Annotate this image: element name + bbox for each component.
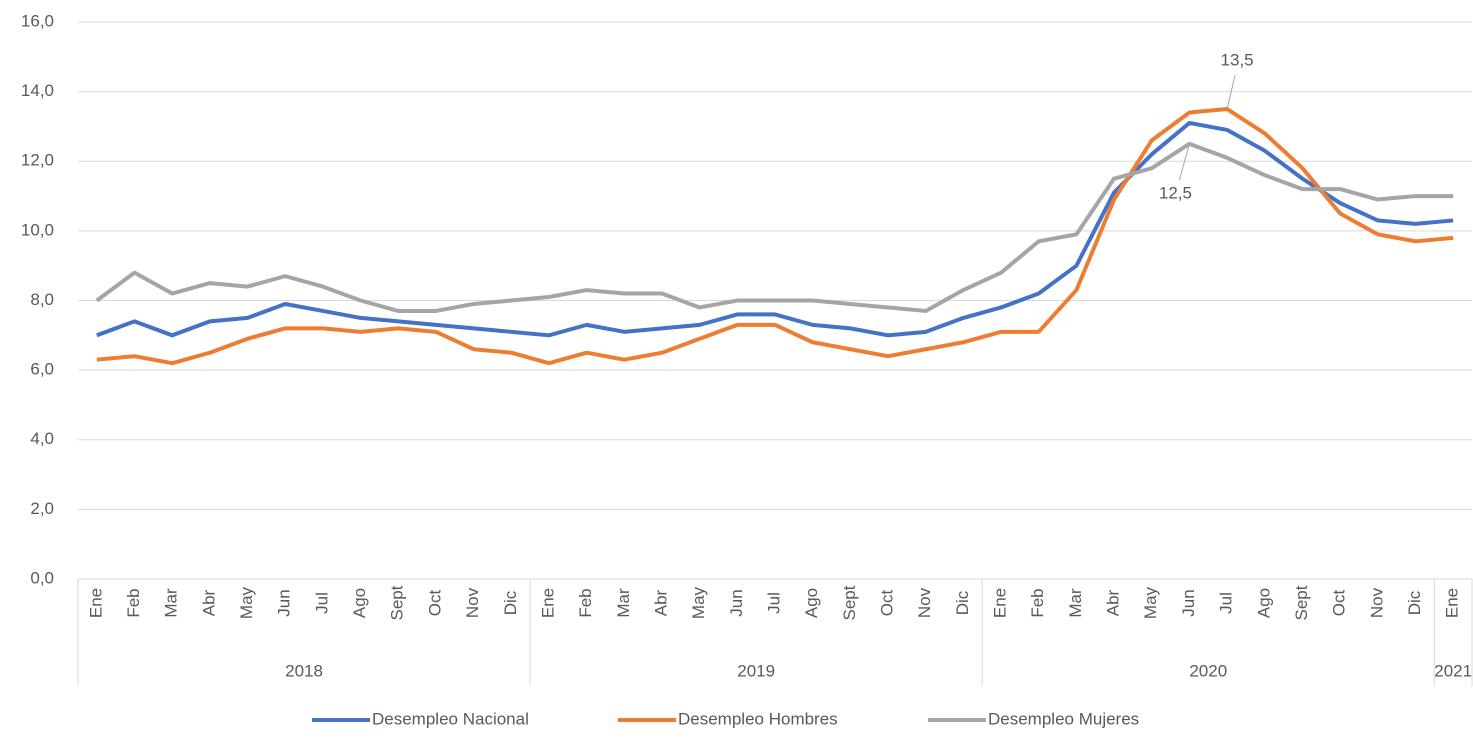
x-tick-label: May bbox=[237, 586, 256, 619]
x-tick-label: Ago bbox=[1254, 588, 1273, 618]
series-line bbox=[97, 123, 1453, 335]
x-group-label: 2018 bbox=[285, 661, 323, 680]
x-tick-label: Nov bbox=[1367, 587, 1386, 618]
x-tick-label: Sept bbox=[1292, 585, 1311, 620]
x-tick-label: May bbox=[689, 586, 708, 619]
x-tick-label: Jun bbox=[275, 589, 294, 616]
x-tick-label: Jul bbox=[1217, 592, 1236, 614]
y-tick-label: 16,0 bbox=[21, 11, 54, 30]
x-group-label: 2021 bbox=[1434, 661, 1472, 680]
x-tick-label: Nov bbox=[463, 587, 482, 618]
legend-label: Desempleo Hombres bbox=[678, 709, 838, 728]
x-tick-label: Abr bbox=[651, 589, 670, 616]
x-tick-label: Oct bbox=[878, 590, 897, 617]
x-tick-label: Abr bbox=[1104, 589, 1123, 616]
legend-label: Desempleo Nacional bbox=[372, 709, 529, 728]
x-tick-label: Ene bbox=[1443, 588, 1462, 618]
x-tick-label: Sept bbox=[388, 585, 407, 620]
legend-label: Desempleo Mujeres bbox=[988, 709, 1139, 728]
x-tick-label: Jul bbox=[764, 592, 783, 614]
x-tick-label: Feb bbox=[1028, 588, 1047, 617]
y-tick-label: 8,0 bbox=[30, 290, 54, 309]
y-tick-label: 6,0 bbox=[30, 360, 54, 379]
x-tick-label: Sept bbox=[840, 585, 859, 620]
x-tick-label: Abr bbox=[199, 589, 218, 616]
chart: 0,0 2,0 4,0 6,0 8,0 10,0 12,0 14,0 16,0 Ene Feb Mar… bbox=[0, 0, 1473, 735]
x-group-label: 2020 bbox=[1189, 661, 1227, 680]
x-tick-label: Ene bbox=[86, 588, 105, 618]
x-tick-label: Ago bbox=[802, 588, 821, 618]
x-tick-label: Dic bbox=[501, 590, 520, 615]
y-tick-label: 10,0 bbox=[21, 220, 54, 239]
y-tick-label: 14,0 bbox=[21, 81, 54, 100]
x-tick-label: Feb bbox=[576, 588, 595, 617]
x-group-label: 2019 bbox=[737, 661, 775, 680]
data-label: 13,5 bbox=[1221, 51, 1254, 70]
x-tick-label: Oct bbox=[1330, 590, 1349, 617]
x-tick-label: May bbox=[1141, 586, 1160, 619]
x-tick-label: Feb bbox=[124, 588, 143, 617]
x-tick-label: Jul bbox=[312, 592, 331, 614]
series-line bbox=[97, 109, 1453, 363]
x-tick-label: Nov bbox=[915, 587, 934, 618]
x-tick-label: Jun bbox=[1179, 589, 1198, 616]
y-tick-label: 2,0 bbox=[30, 499, 54, 518]
series-line bbox=[97, 144, 1453, 311]
y-tick-label: 4,0 bbox=[30, 429, 54, 448]
x-tick-label: Jun bbox=[727, 589, 746, 616]
x-tick-label: Ago bbox=[350, 588, 369, 618]
x-tick-label: Oct bbox=[425, 590, 444, 617]
x-tick-label: Mar bbox=[162, 588, 181, 618]
y-tick-label: 0,0 bbox=[30, 568, 54, 587]
x-tick-label: Mar bbox=[1066, 588, 1085, 618]
y-tick-label: 12,0 bbox=[21, 151, 54, 170]
x-tick-label: Dic bbox=[1405, 590, 1424, 615]
data-label: 12,5 bbox=[1159, 183, 1192, 202]
x-tick-label: Ene bbox=[538, 588, 557, 618]
x-tick-label: Mar bbox=[614, 588, 633, 618]
x-tick-label: Dic bbox=[953, 590, 972, 615]
x-tick-label: Ene bbox=[991, 588, 1010, 618]
